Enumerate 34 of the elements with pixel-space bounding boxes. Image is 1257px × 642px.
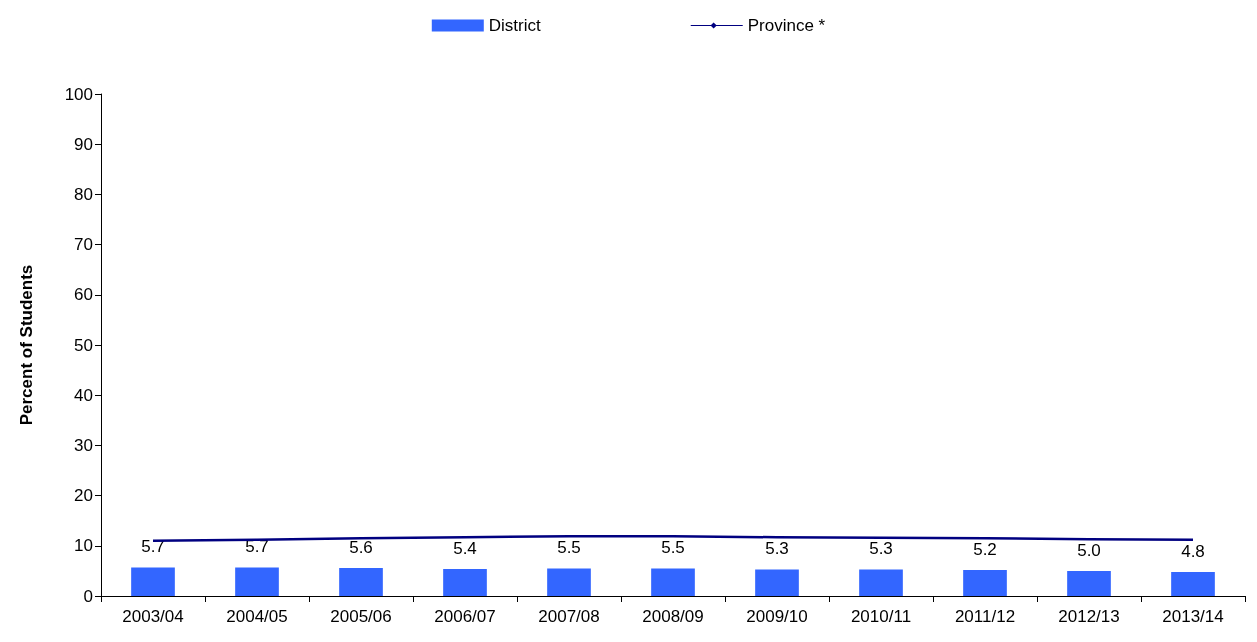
y-tick-label: 60 — [74, 285, 93, 305]
x-tick-label: 2012/13 — [1058, 607, 1120, 626]
x-tick-label: 2010/11 — [850, 607, 912, 626]
x-tick-label: 2005/06 — [330, 607, 392, 626]
y-tick-label: 30 — [74, 435, 93, 455]
x-tick-label: 2007/08 — [538, 607, 600, 626]
y-tick-label: 90 — [74, 134, 93, 154]
x-tick-label: 2006/07 — [434, 607, 496, 626]
data-label: 5.6 — [349, 537, 373, 557]
data-label: 5.5 — [557, 538, 581, 558]
data-label: 4.8 — [1181, 541, 1205, 561]
y-axis-title: Percent of Students — [17, 264, 36, 426]
y-tick-label: 20 — [74, 486, 93, 506]
legend-label: Province * — [747, 16, 826, 35]
y-tick-label: 100 — [64, 84, 93, 104]
data-label: 5.3 — [765, 539, 789, 559]
data-label: 5.0 — [1077, 540, 1101, 560]
y-tick-label: 10 — [74, 536, 93, 556]
legend-label: District — [488, 16, 542, 35]
data-label: 5.5 — [661, 538, 685, 558]
x-tick-label: 2008/09 — [642, 607, 704, 626]
data-label: 5.4 — [453, 538, 477, 558]
x-tick-label: 2009/10 — [746, 607, 808, 626]
y-tick-label: 80 — [74, 184, 93, 204]
data-label: 5.3 — [869, 539, 893, 559]
y-tick-label: 70 — [74, 235, 93, 255]
x-tick-label: 2004/05 — [226, 607, 288, 626]
x-tick-label: 2011/12 — [954, 607, 1016, 626]
y-tick-label: 40 — [74, 385, 93, 405]
x-tick-label: 2013/14 — [1162, 607, 1224, 626]
data-label: 5.2 — [973, 539, 997, 559]
x-tick-label: 2003/04 — [122, 607, 184, 626]
y-tick-label: 0 — [83, 586, 93, 606]
y-tick-label: 50 — [74, 335, 93, 355]
